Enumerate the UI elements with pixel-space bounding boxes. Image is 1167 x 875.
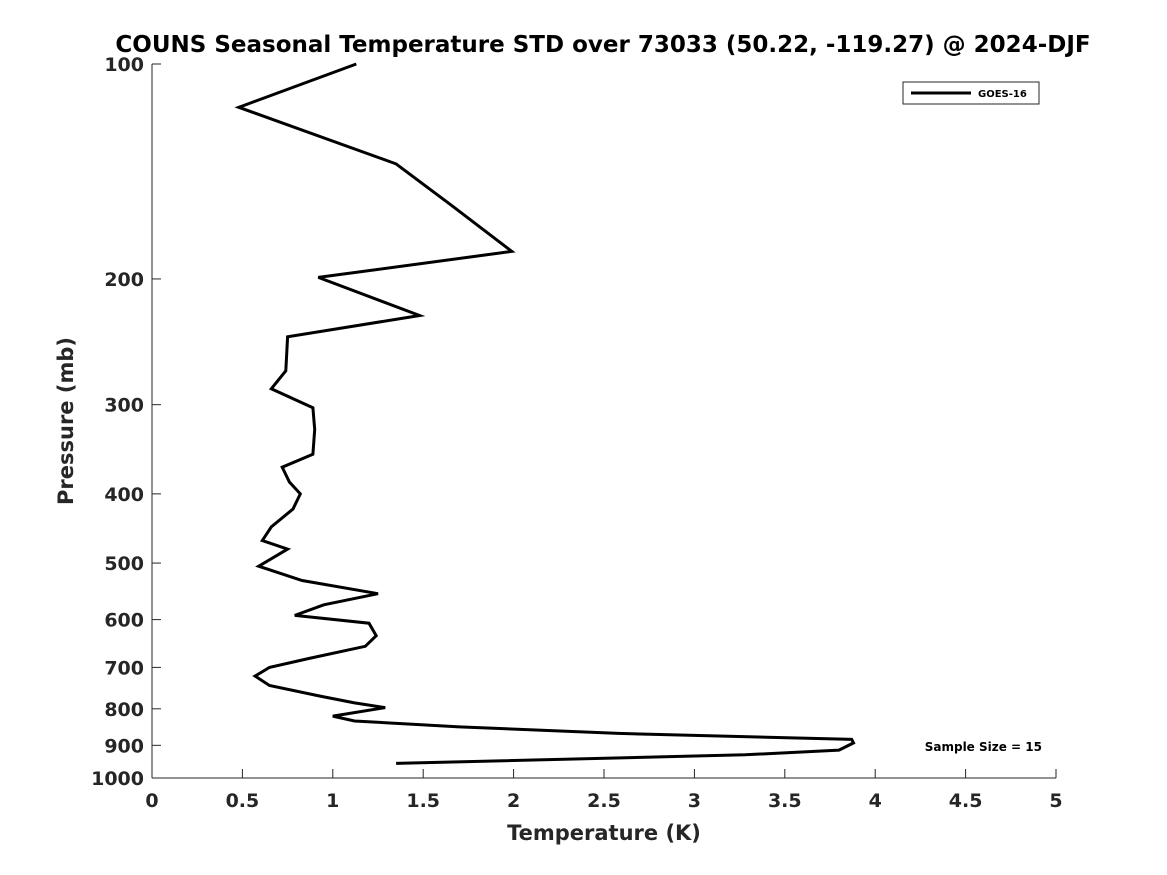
y-tick-label: 400 — [104, 484, 144, 506]
y-tick-label: 1000 — [91, 768, 144, 790]
y-tick-label: 100 — [104, 54, 144, 76]
y-tick-label: 700 — [104, 657, 144, 679]
series-layer — [234, 62, 856, 765]
x-tick-label: 4.5 — [949, 790, 983, 812]
y-tick-label: 900 — [104, 735, 144, 757]
y-tick-label: 800 — [104, 699, 144, 721]
x-tick-label: 4 — [869, 790, 882, 812]
x-tick-label: 1.5 — [406, 790, 440, 812]
x-tick-label: 2.5 — [587, 790, 621, 812]
x-tick-label: 5 — [1049, 790, 1062, 812]
x-tick-label: 1 — [326, 790, 339, 812]
y-tick-label: 500 — [104, 553, 144, 575]
x-axis-label: Temperature (K) — [507, 821, 701, 845]
y-tick-label: 200 — [104, 269, 144, 291]
chart-title: COUNS Seasonal Temperature STD over 7303… — [115, 32, 1090, 58]
x-tick-label: 0 — [145, 790, 158, 812]
plot-axes — [151, 64, 1056, 779]
x-tick-label: 3 — [688, 790, 701, 812]
y-tick-label: 300 — [104, 395, 144, 417]
x-tick-label: 0.5 — [226, 790, 260, 812]
x-tick-label: 3.5 — [768, 790, 802, 812]
x-ticks: 0 0.5 1 1.5 2 2.5 3 3.5 4 4.5 5 — [145, 769, 1063, 812]
series-line-goes-16 — [234, 62, 856, 765]
x-tick-label: 2 — [507, 790, 520, 812]
legend-label-goes-16: GOES-16 — [978, 89, 1027, 100]
legend: GOES-16 — [902, 81, 1040, 105]
y-tick-label: 600 — [104, 610, 144, 632]
y-ticks: 100 200 300 400 500 600 700 800 900 1000 — [91, 54, 161, 790]
y-axis-label: Pressure (mb) — [54, 337, 78, 505]
sample-size-annotation: Sample Size = 15 — [925, 740, 1042, 754]
